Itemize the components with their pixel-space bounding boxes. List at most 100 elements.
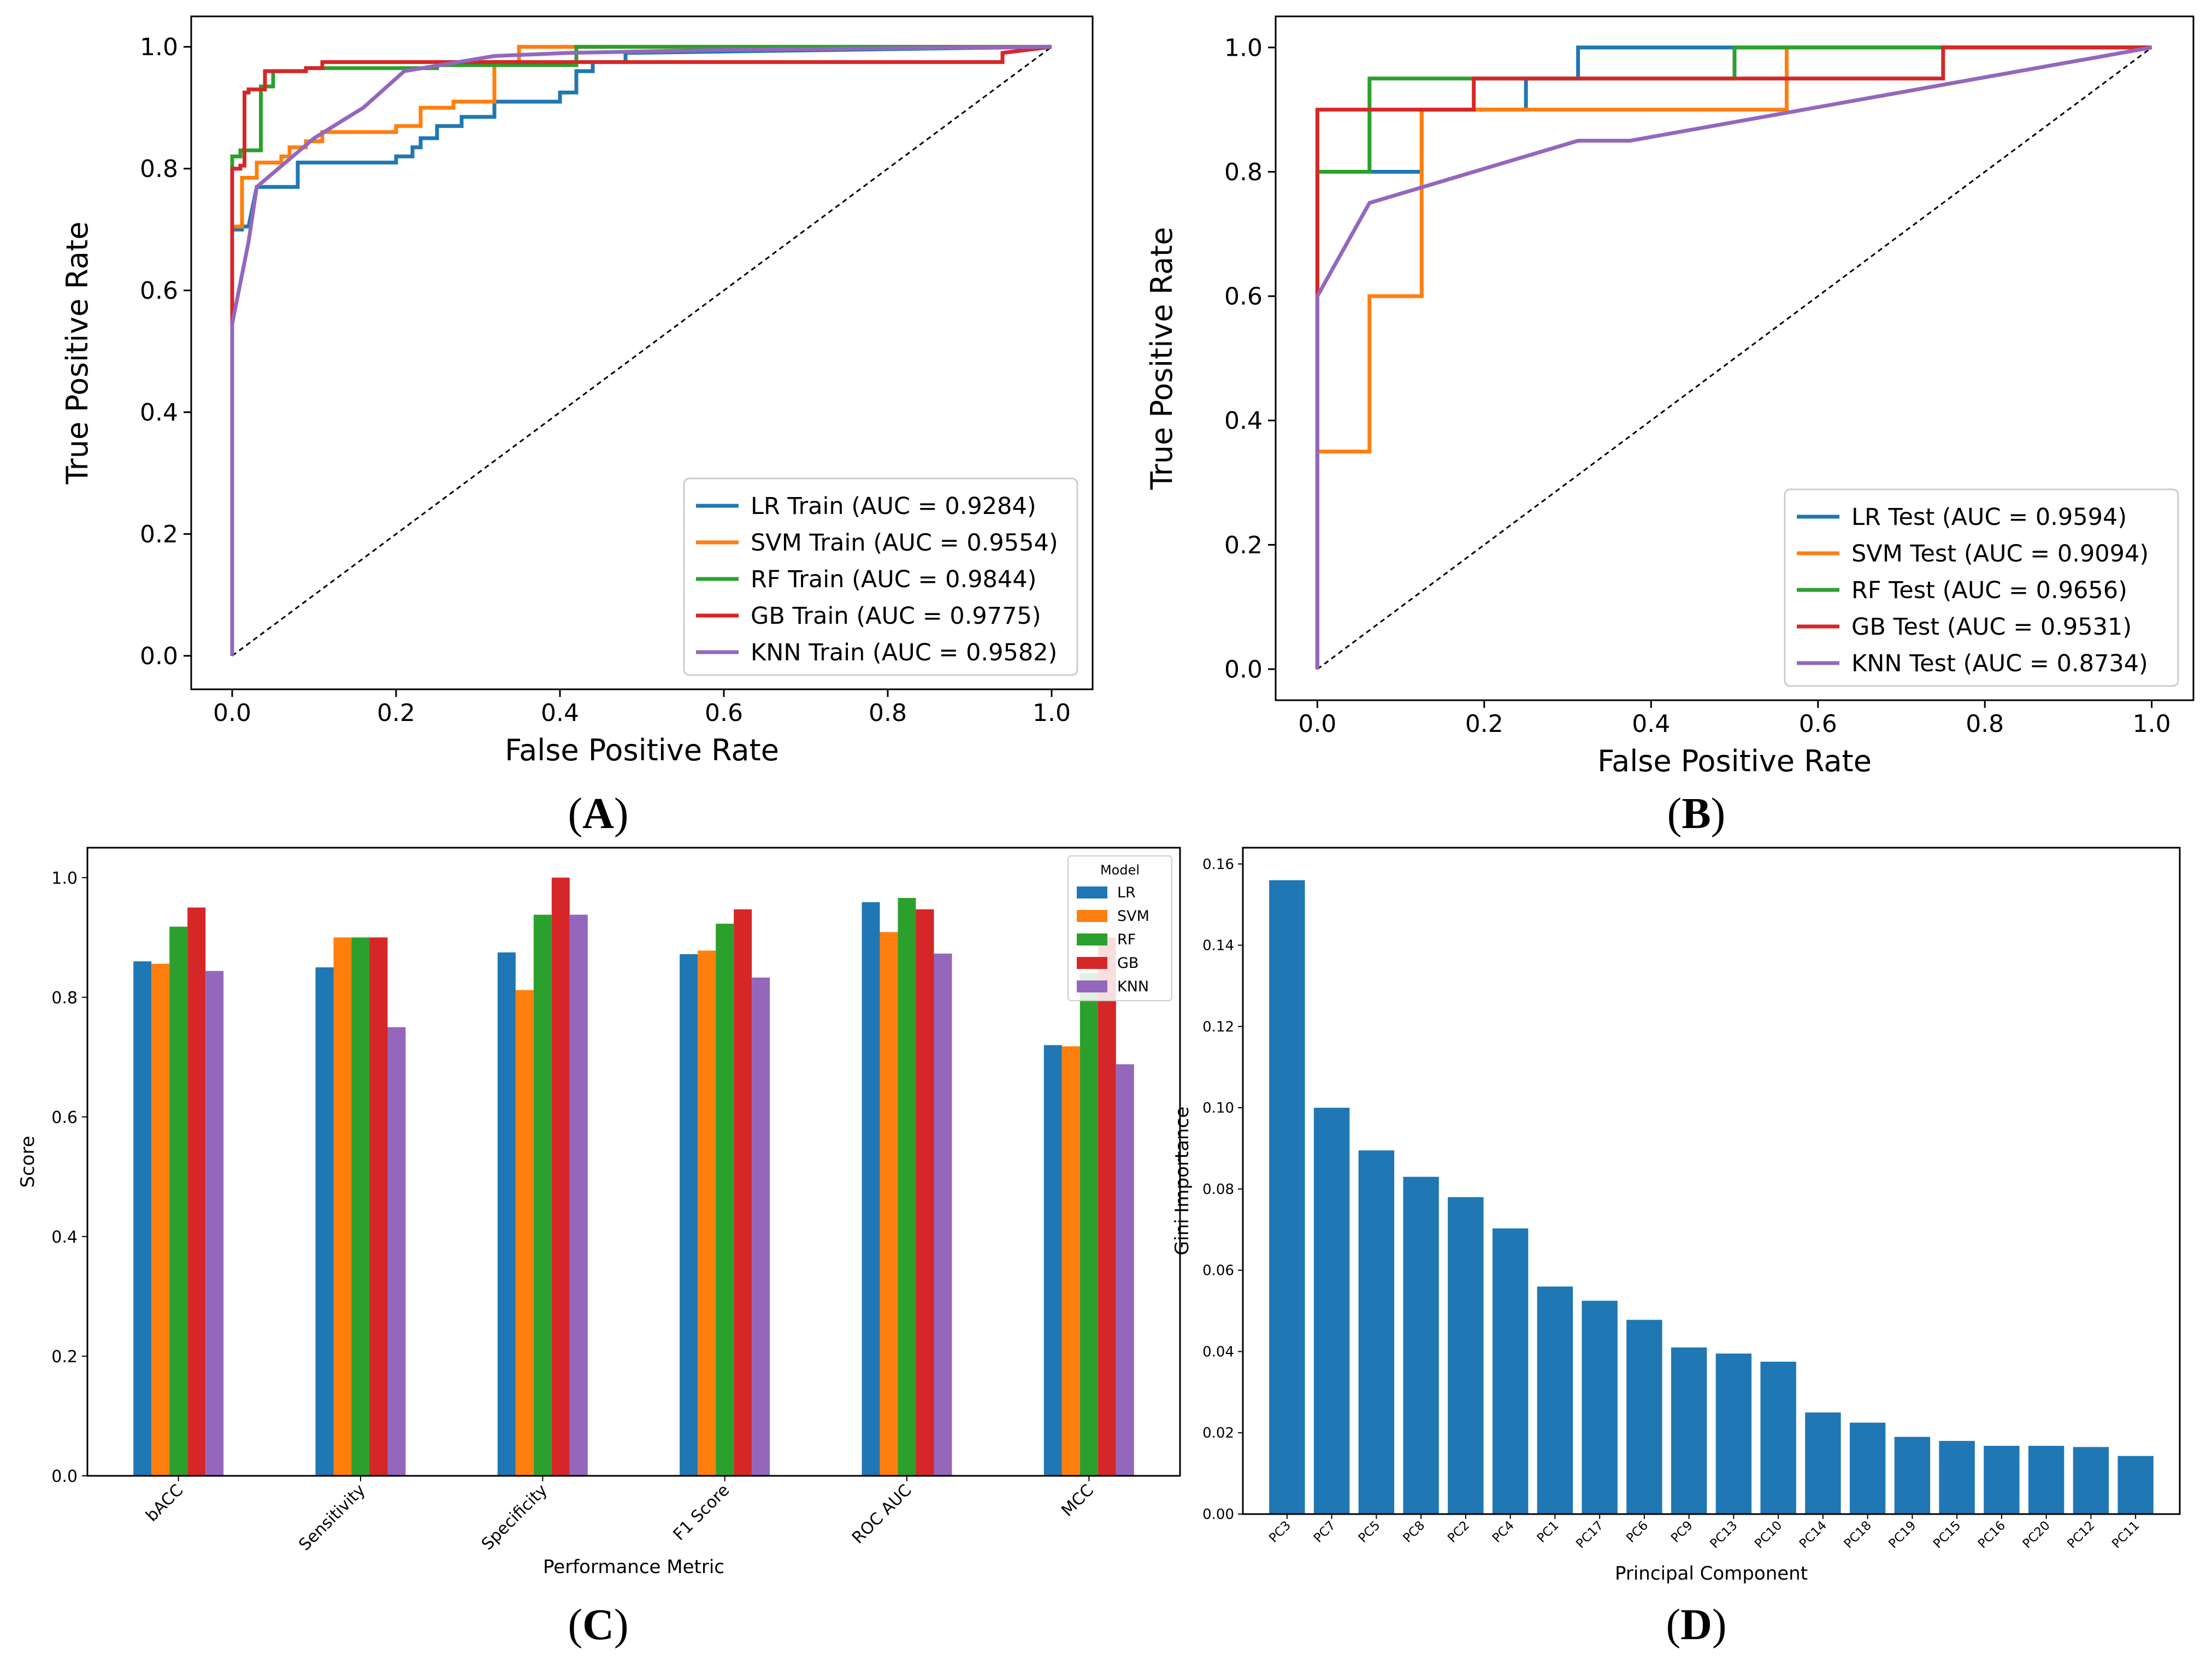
roc-curve-svm xyxy=(1315,45,2152,670)
legend: Model LR SVM RF GB KNN xyxy=(1067,855,1172,1001)
plot-frame xyxy=(86,847,1181,1477)
bar-pc9 xyxy=(1671,1347,1707,1514)
category-label: Sensitivity xyxy=(295,1481,369,1554)
chance-diagonal-line xyxy=(1317,46,2152,670)
legend-label-svm: SVM xyxy=(1117,908,1149,925)
legend-label-rf: RF xyxy=(1117,931,1136,948)
y-tick-label: 0.6 xyxy=(1224,283,1263,311)
legend-label-lr: LR Test (AUC = 0.9594) xyxy=(1851,504,2127,531)
category-label: PC12 xyxy=(2064,1518,2097,1551)
bar-gb-mcc xyxy=(1098,937,1116,1476)
legend-swatch-knn xyxy=(1077,980,1107,992)
category-label: PC7 xyxy=(1311,1518,1338,1546)
x-axis-label: False Positive Rate xyxy=(1597,744,1872,778)
x-axis-label: Principal Component xyxy=(1615,1563,1808,1585)
plot-frame xyxy=(1242,847,2181,1515)
category-label: PC1 xyxy=(1535,1518,1562,1546)
bar-rf-mcc xyxy=(1080,973,1098,1476)
bar-lr-specificity xyxy=(497,952,516,1476)
roc-curve-gb xyxy=(1315,45,2152,670)
roc-curve-knn xyxy=(1315,45,2152,670)
legend-label-gb: GB xyxy=(1117,955,1139,972)
bar-svm-specificity xyxy=(515,990,534,1476)
category-label: PC3 xyxy=(1266,1518,1294,1546)
category-label: MCC xyxy=(1058,1481,1098,1521)
category-label: PC19 xyxy=(1886,1518,1919,1551)
category-label: F1 Score xyxy=(670,1481,734,1545)
legend-title: Model xyxy=(1100,862,1140,878)
bar-rf-specificity xyxy=(533,914,552,1476)
y-tick-label: 0.12 xyxy=(1202,1019,1234,1035)
panel-a-roc: 0.0 0.0 0.2 0.2 0.4 0.4 0.6 0.6 0.8 0.8 1.0 1.0 Fals… xyxy=(60,15,1094,767)
bar-gb-bacc xyxy=(187,907,206,1476)
chance-diagonal-line xyxy=(232,46,1052,657)
legend-swatch-svm xyxy=(1077,910,1107,922)
legend-label-svm: SVM Train (AUC = 0.9554) xyxy=(751,529,1058,557)
y-axis-label: True Positive Rate xyxy=(60,221,95,484)
bar-pc16 xyxy=(1984,1446,2020,1514)
bar-pc5 xyxy=(1358,1150,1395,1514)
bar-pc18 xyxy=(1849,1422,1886,1514)
legend-label-rf: RF Test (AUC = 0.9656) xyxy=(1851,577,2127,604)
legend-swatch-rf xyxy=(1077,933,1107,945)
y-tick-label: 0.2 xyxy=(1224,531,1263,559)
bar-svm-bacc xyxy=(151,963,170,1476)
category-label: PC4 xyxy=(1490,1518,1517,1546)
category-label: PC8 xyxy=(1400,1518,1428,1546)
x-tick-label: 0.8 xyxy=(1966,710,2004,738)
bar-gb-sensitivity xyxy=(369,937,388,1476)
bar-pc15 xyxy=(1939,1441,1975,1514)
y-tick-label: 0.00 xyxy=(1202,1506,1234,1523)
bar-svm-sensitivity xyxy=(333,937,352,1476)
bar-knn-mcc xyxy=(1116,1064,1134,1476)
bar-gb-roc-auc xyxy=(916,909,934,1476)
y-tick-label: 0.14 xyxy=(1202,938,1234,954)
category-label: PC14 xyxy=(1797,1518,1830,1551)
y-tick-label: 0.4 xyxy=(140,399,178,427)
y-tick-label: 1.0 xyxy=(51,869,78,888)
category-label: PC20 xyxy=(2020,1518,2053,1551)
bar-pc11 xyxy=(2117,1456,2154,1514)
legend-label-knn: KNN Train (AUC = 0.9582) xyxy=(751,639,1057,666)
bar-knn-sensitivity xyxy=(387,1027,406,1476)
bar-gb-f1-score xyxy=(734,909,752,1476)
y-tick-label: 0.6 xyxy=(140,277,178,305)
y-tick-label: 0.4 xyxy=(1224,407,1263,435)
bar-pc12 xyxy=(2073,1447,2109,1514)
category-label: bACC xyxy=(142,1481,187,1526)
panel-c-metrics-bar: bACC Sensitivity Specificity F1 Score ROC AU… xyxy=(17,847,1181,1578)
x-axis-label: Performance Metric xyxy=(543,1556,724,1578)
x-tick-label: 0.0 xyxy=(1298,710,1336,738)
x-tick-label: 0.2 xyxy=(1465,710,1503,738)
category-label: PC18 xyxy=(1842,1518,1874,1551)
bar-pc19 xyxy=(1894,1437,1931,1514)
y-tick-label: 0.8 xyxy=(51,989,78,1008)
y-tick-label: 0.08 xyxy=(1202,1181,1234,1198)
bar-svm-mcc xyxy=(1061,1046,1080,1476)
category-label: PC13 xyxy=(1707,1518,1740,1551)
bar-svm-roc-auc xyxy=(880,932,898,1476)
y-axis-label: Score xyxy=(17,1136,39,1187)
category-label: PC11 xyxy=(2109,1518,2142,1551)
y-tick-label: 0.0 xyxy=(140,642,178,670)
legend-label-knn: KNN Test (AUC = 0.8734) xyxy=(1851,650,2148,677)
plot-frame xyxy=(190,15,1094,690)
plot-frame xyxy=(1275,15,2195,701)
y-tick-label: 0.02 xyxy=(1202,1425,1234,1441)
y-tick-label: 0.6 xyxy=(51,1108,78,1127)
legend-label-gb: GB Train (AUC = 0.9775) xyxy=(751,602,1041,630)
legend-box xyxy=(683,477,1078,676)
y-tick-label: 0.4 xyxy=(51,1228,78,1247)
bar-pc1 xyxy=(1537,1286,1573,1514)
bar-knn-bacc xyxy=(205,971,224,1476)
legend-label-knn: KNN xyxy=(1117,978,1149,995)
bar-gb-specificity xyxy=(551,877,570,1476)
bar-pc2 xyxy=(1448,1197,1484,1514)
bar-pc14 xyxy=(1805,1412,1841,1514)
x-axis-label: False Positive Rate xyxy=(505,733,779,767)
bar-knn-specificity xyxy=(569,914,588,1476)
category-label: ROC AUC xyxy=(848,1481,916,1548)
bar-pc8 xyxy=(1403,1177,1439,1514)
category-label: PC6 xyxy=(1624,1518,1651,1546)
